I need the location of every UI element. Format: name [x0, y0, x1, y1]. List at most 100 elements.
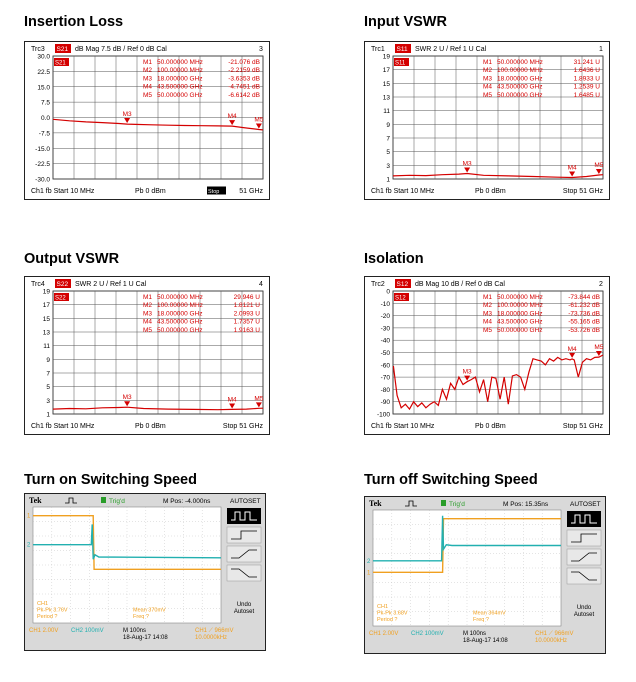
- marker-value: -3.6353 dB: [228, 75, 260, 82]
- trace-label: Trc2: [371, 281, 385, 288]
- trigger-level: CH1 ⟋ 966mV: [195, 627, 234, 634]
- mode-button-active: [567, 511, 601, 527]
- autoset-label: AUTOSET: [230, 498, 261, 505]
- y-tick-label: 7: [46, 371, 50, 378]
- autoset-undo-label: Autoset: [234, 609, 255, 615]
- undo-label: Undo: [237, 602, 252, 608]
- data-trace: [52, 118, 264, 131]
- trigger-level: CH1 ⟋ 966mV: [535, 630, 574, 637]
- ch1-scale: CH1 2.00V: [369, 631, 398, 637]
- marker-name: M1: [143, 59, 152, 66]
- y-tick-label: -30.0: [35, 177, 50, 184]
- marker-freq: 100.00000 MHz: [157, 67, 203, 74]
- vna-svg: Trc3 S21 dB Mag 7.5 dB / Ref 0 dB Cal 3 30.0…: [31, 44, 264, 195]
- footer-power: Pb 0 dBm: [475, 423, 506, 430]
- slope-down-icon: [231, 568, 257, 578]
- timebase: M 100ns: [463, 631, 486, 637]
- y-tick-label: 13: [383, 95, 391, 102]
- mpos-label: M Pos: 15.35ns: [503, 501, 549, 508]
- y-tick-label: -100: [377, 412, 390, 419]
- mode-button-active: [227, 508, 261, 524]
- vna-svg: Trc4 S22 SWR 2 U / Ref 1 U Cal 419171513119…: [31, 279, 264, 430]
- ch2-scale: CH2 100mV: [411, 631, 444, 637]
- ch1-scale: CH1 2.00V: [29, 628, 58, 634]
- trigger-freq: 10.0000kHz: [195, 635, 227, 641]
- trace-badge: [394, 58, 409, 66]
- timestamp: 18-Aug-17 14:08: [123, 635, 168, 641]
- marker-name: M2: [143, 302, 152, 309]
- marker-label: M5: [254, 117, 263, 124]
- turn-off-scope: Tek Trig'd M Pos: 15.35ns AUTOSET 1 2 CH1 Pk-Pk…: [364, 496, 606, 654]
- trace-label: Trc3: [31, 46, 45, 53]
- output-vswr-chart: Trc4 S22 SWR 2 U / Ref 1 U Cal 4 19 17 15 13 11 9…: [24, 276, 270, 435]
- y-tick-label: -50: [381, 350, 391, 357]
- trace-number: 1: [599, 46, 603, 53]
- marker-name: M5: [483, 327, 492, 334]
- header-scale: dB Mag 10 dB / Ref 0 dB Cal: [415, 281, 505, 288]
- marker-label: M3: [463, 161, 472, 168]
- ch1-marker: 1: [27, 514, 31, 520]
- marker-name: M2: [143, 67, 152, 74]
- marker-value: -53.726 dB: [568, 327, 600, 334]
- marker-value: -6.6142 dB: [228, 92, 260, 99]
- timestamp: 18-Aug-17 14:08: [463, 638, 508, 644]
- y-tick-label: -90: [381, 399, 391, 406]
- marker-label: M4: [568, 346, 577, 353]
- param-label: S21: [57, 46, 69, 53]
- marker-value: 1.8933 U: [574, 75, 601, 82]
- marker-value: 2.0993 U: [234, 310, 261, 317]
- marker-freq: 18.000000 GHz: [157, 310, 203, 317]
- trace-badge: [54, 293, 69, 301]
- footer-stop: Stop 51 GHz: [223, 423, 264, 430]
- y-tick-label: 5: [46, 384, 50, 391]
- measure-text-2: Freq ?: [473, 617, 489, 623]
- scope-svg: Tek Trig'd M Pos: -4.000ns AUTOSET 1 2 CH1Pk-P…: [25, 494, 265, 650]
- trace-badge-label: S12: [395, 296, 406, 302]
- marker-name: M4: [483, 84, 492, 91]
- y-tick-label: 17: [383, 67, 391, 74]
- marker-name: M3: [143, 310, 152, 317]
- chart-title-turn-on: Turn on Switching Speed: [24, 472, 197, 488]
- measure-text: CH1: [37, 601, 48, 607]
- measure-text: Pk-Pk 3.76V: [37, 608, 68, 614]
- marker-triangle: [124, 118, 131, 124]
- y-tick-label: -10: [381, 301, 391, 308]
- marker-label: M4: [228, 113, 237, 120]
- marker-freq: 43.500000 GHz: [157, 319, 203, 326]
- trace-number: 2: [599, 281, 603, 288]
- marker-freq: 18.000000 GHz: [497, 75, 543, 82]
- marker-value: -55.165 dB: [568, 319, 600, 326]
- rising-edge-button: [566, 529, 602, 547]
- marker-triangle: [229, 120, 236, 126]
- marker-freq: 50.000000 MHz: [157, 59, 203, 66]
- scope-trace: [33, 515, 221, 570]
- marker-name: M2: [483, 67, 492, 74]
- marker-name: M5: [483, 92, 492, 99]
- marker-label: M3: [123, 394, 132, 401]
- marker-name: M1: [483, 59, 492, 66]
- insertion-loss-chart: Trc3 S21 dB Mag 7.5 dB / Ref 0 dB Cal 3 30.0…: [24, 41, 270, 200]
- chart-title-output-vswr: Output VSWR: [24, 251, 120, 267]
- trace-label: Trc4: [31, 281, 45, 288]
- footer-start: Ch1 fb Start 10 MHz: [31, 188, 95, 195]
- marker-freq: 50.000000 MHz: [157, 294, 203, 301]
- measure-text-2: Mean 370mV: [133, 608, 166, 614]
- marker-name: M3: [483, 310, 492, 317]
- y-tick-label: 11: [43, 343, 50, 350]
- input-vswr-chart: Trc1 S11 SWR 2 U / Ref 1 U Cal 1 19 17 15 13 11 9…: [364, 41, 610, 200]
- y-tick-label: 15: [383, 81, 391, 88]
- marker-freq: 100.00000 MHz: [497, 302, 543, 309]
- y-tick-label: -7.5: [39, 130, 51, 137]
- marker-triangle: [124, 401, 131, 407]
- y-tick-label: -22.5: [35, 161, 50, 168]
- marker-name: M3: [483, 75, 492, 82]
- ch1-marker: 1: [367, 570, 371, 576]
- stop-badge: [207, 186, 226, 195]
- turn-on-scope: Tek Trig'd M Pos: -4.000ns AUTOSET 1 2 CH1 Pk-P…: [24, 493, 266, 651]
- marker-triangle: [229, 403, 236, 409]
- y-tick-label: 7.5: [41, 100, 50, 107]
- marker-name: M5: [143, 92, 152, 99]
- y-tick-label: -70: [381, 375, 391, 382]
- y-tick-label: -80: [381, 387, 391, 394]
- marker-freq: 100.00000 MHz: [157, 302, 203, 309]
